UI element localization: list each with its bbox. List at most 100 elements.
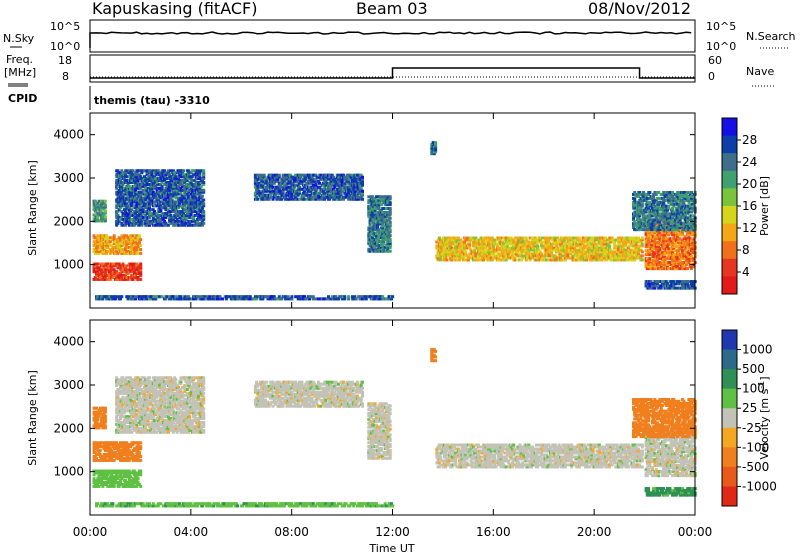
heatmap-cell [313, 191, 317, 195]
heatmap-cell [139, 198, 143, 202]
heatmap-cell [161, 221, 165, 225]
heatmap-cell [116, 214, 120, 217]
heatmap-cell [663, 259, 667, 263]
heatmap-cell [95, 274, 98, 277]
heatmap-cell [261, 181, 265, 185]
heatmap-cell [121, 268, 125, 272]
heatmap-cell [261, 297, 265, 301]
heatmap-cell [634, 242, 638, 246]
heatmap-cell [190, 175, 194, 179]
heatmap-cell [100, 244, 104, 248]
heatmap-cell [97, 211, 101, 215]
heatmap-cell [103, 264, 107, 268]
heatmap-cell [662, 237, 666, 241]
heatmap-cell [592, 258, 596, 262]
heatmap-cell [252, 297, 256, 301]
heatmap-cell [190, 190, 194, 194]
heatmap-cell [159, 182, 163, 186]
heatmap-cell [468, 240, 472, 244]
heatmap-cell [187, 204, 191, 208]
heatmap-cell [645, 251, 649, 255]
heatmap-cell [503, 254, 507, 258]
heatmap-cell [674, 239, 678, 243]
heatmap-cell [455, 248, 459, 252]
heatmap-cell [169, 210, 173, 214]
heatmap-cell [563, 244, 567, 248]
date-title: 08/Nov/2012 [588, 0, 691, 18]
heatmap-cell [435, 240, 439, 244]
heatmap-cell [468, 244, 472, 248]
heatmap-cell [177, 212, 180, 216]
heatmap-cell [581, 236, 585, 240]
heatmap-cell [103, 199, 107, 203]
heatmap-cell [619, 236, 623, 240]
heatmap-cell [125, 190, 129, 194]
heatmap-cell [387, 199, 391, 203]
heatmap-cell [185, 179, 189, 182]
heatmap-cell [236, 295, 240, 299]
heatmap-cell [103, 272, 107, 276]
heatmap-cell [93, 236, 97, 240]
heatmap-cell [556, 246, 560, 250]
heatmap-cell [444, 246, 448, 250]
heatmap-cell [590, 246, 594, 250]
heatmap-cell [345, 175, 349, 179]
heatmap-cell [333, 197, 337, 201]
heatmap-cell [358, 183, 362, 187]
heatmap-cell [139, 266, 143, 270]
heatmap-cell [652, 237, 656, 241]
heatmap-cell [139, 192, 143, 196]
heatmap-cell [103, 277, 107, 281]
heatmap-cell [146, 186, 150, 190]
heatmap-cell [690, 267, 693, 271]
heatmap-cell [179, 196, 183, 200]
heatmap-cell [629, 258, 633, 262]
heatmap-cell [178, 179, 182, 182]
heatmap-cell [338, 189, 342, 193]
heatmap-cell [458, 258, 461, 262]
heatmap-cell [130, 244, 134, 248]
heatmap-cell [451, 236, 455, 240]
heatmap-cell [130, 251, 134, 255]
heatmap-cell [141, 212, 145, 216]
heatmap-cell [521, 250, 525, 254]
heatmap-cell [504, 258, 508, 262]
heatmap-cell [634, 246, 638, 250]
heatmap-cell [624, 244, 628, 248]
heatmap-cell [540, 242, 543, 246]
heatmap-cell [260, 177, 264, 181]
heatmap-cell [310, 181, 314, 185]
heatmap-cell [198, 190, 202, 194]
heatmap-cell [674, 267, 678, 271]
heatmap-cell [359, 195, 363, 199]
heatmap-cell [163, 179, 167, 182]
heatmap-cell [108, 236, 112, 240]
heatmap-cell [127, 169, 131, 173]
heatmap-cell [368, 226, 372, 230]
heatmap-cell [164, 208, 168, 212]
heatmap-cell [441, 244, 445, 248]
heatmap-cell [105, 297, 109, 301]
heatmap-cell [275, 197, 279, 201]
heatmap-cell [345, 181, 349, 185]
heatmap-cell [315, 187, 319, 191]
heatmap-cell [683, 253, 687, 257]
heatmap-cell [354, 179, 358, 183]
heatmap-cell [151, 215, 155, 219]
heatmap-cell [180, 223, 184, 227]
heatmap-cell [334, 189, 338, 193]
heatmap-cell [648, 259, 652, 263]
heatmap-cell [542, 256, 546, 260]
heatmap-cell [686, 237, 690, 241]
heatmap-cell [124, 277, 127, 281]
heatmap-cell [647, 241, 651, 245]
heatmap-cell [145, 181, 149, 184]
heatmap-cell [505, 246, 509, 250]
heatmap-cell [536, 246, 540, 250]
heatmap-cell [595, 244, 599, 248]
heatmap-cell [570, 242, 574, 246]
heatmap-cell [640, 254, 644, 258]
heatmap-cell [567, 242, 571, 246]
heatmap-cell [130, 246, 134, 249]
heatmap-cell [382, 224, 386, 228]
